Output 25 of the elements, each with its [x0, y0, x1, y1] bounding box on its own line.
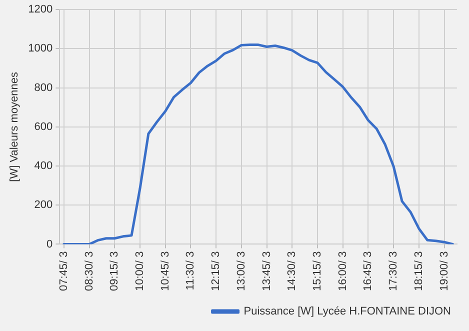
x-tick-label: 10:00/ 3 [134, 251, 146, 292]
x-tick-label: 15:15/ 3 [312, 251, 324, 292]
x-tick-label: 12:15/ 3 [210, 251, 222, 292]
y-tick-label: 0 [46, 238, 53, 250]
y-tick-label: 1200 [28, 4, 53, 16]
x-tick-label: 09:15/ 3 [108, 251, 121, 292]
x-tick-label: 11:30/ 3 [184, 251, 197, 290]
y-tick-label: 1000 [28, 42, 53, 55]
y-tick-label: 800 [34, 82, 53, 94]
y-tick-label: 600 [34, 120, 53, 133]
x-tick-label: 14:30/ 3 [286, 251, 298, 292]
x-tick-label: 13:45/ 3 [260, 251, 273, 292]
y-tick-label: 400 [34, 160, 53, 172]
x-tick-label: 19:00/ 3 [438, 251, 450, 292]
x-tick-label: 10:45/ 3 [159, 251, 172, 292]
x-tick-label: 13:00/ 3 [235, 251, 248, 292]
x-tick-label: 17:30/ 3 [388, 251, 400, 292]
x-tick-label: 16:00/ 3 [336, 251, 349, 292]
x-tick-label: 08:30/ 3 [83, 251, 96, 292]
y-tick-label: 200 [34, 199, 53, 212]
x-tick-label: 18:15/ 3 [412, 251, 425, 292]
x-tick-label: 07:45/ 3 [58, 251, 70, 292]
x-tick-label: 16:45/ 3 [362, 251, 374, 292]
y-axis-title: [W] Valeurs moyennes [8, 72, 21, 182]
legend-label: Puissance [W] Lycée H.FONTAINE DIJON [244, 306, 452, 318]
